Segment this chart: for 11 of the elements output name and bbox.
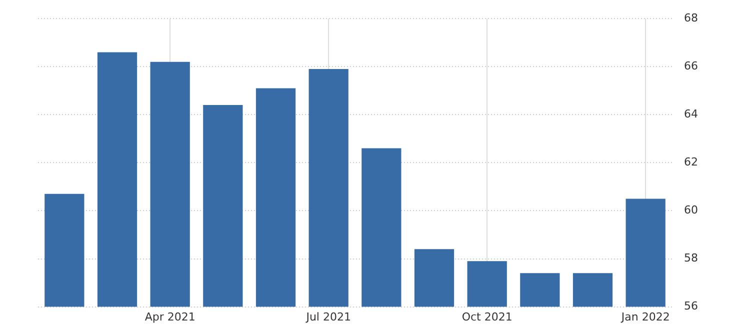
y-tick-label: 60 [684,204,698,217]
y-tick-label: 66 [684,59,698,72]
x-tick-label: Oct 2021 [462,310,512,324]
x-tick-label: Apr 2021 [144,310,196,324]
x-tick-label: Jan 2022 [620,310,670,324]
x-tick-label: Jul 2021 [305,310,351,324]
y-tick-label: 64 [684,108,698,121]
y-tick-label: 62 [684,156,698,169]
y-tick-label: 56 [684,300,698,313]
y-tick-label: 58 [684,252,698,265]
y-tick-label: 68 [684,11,698,24]
